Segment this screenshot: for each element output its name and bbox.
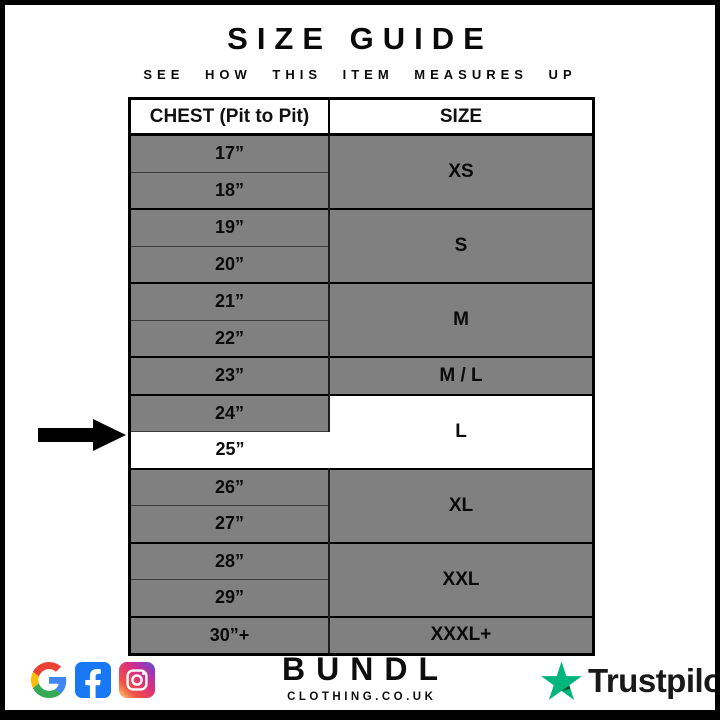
page-subtitle: SEE HOW THIS ITEM MEASURES UP	[143, 67, 577, 82]
facebook-icon	[75, 662, 111, 698]
size-cell: S	[329, 208, 594, 283]
size-cell: XXXL+	[329, 615, 594, 655]
chest-cell: 18”	[129, 171, 330, 209]
column-header-chest: CHEST (Pit to Pit)	[129, 98, 330, 136]
brand-tagline: CLOTHING.CO.UK	[287, 691, 437, 703]
table-row: 27”	[129, 505, 594, 543]
size-cell-highlighted: L	[329, 393, 594, 469]
chest-cell: 17”	[129, 133, 330, 172]
chest-cell: 30”+	[129, 615, 330, 655]
table-row: 30”+ XXXL+	[129, 615, 594, 655]
chest-cell: 28”	[129, 541, 330, 580]
chest-cell: 21”	[129, 282, 330, 320]
page-title: SIZE GUIDE	[227, 21, 493, 56]
table-row: 22”	[129, 319, 594, 357]
trustpilot-label: Trustpilot	[588, 661, 720, 699]
column-header-size: SIZE	[329, 98, 594, 136]
brand-name: BUNDL	[282, 651, 449, 687]
table-row: 28” XXL	[129, 541, 594, 617]
table-row: 20”	[129, 245, 594, 283]
table-row-highlighted: 25”	[129, 431, 594, 469]
google-icon	[31, 662, 67, 698]
size-cell: XXL	[329, 541, 594, 617]
table-row: 24” L	[129, 393, 594, 469]
table-row: 18”	[129, 171, 594, 209]
table-row: 29”	[129, 579, 594, 617]
social-icons	[31, 662, 155, 698]
chest-cell: 24”	[129, 393, 330, 432]
size-cell: M / L	[329, 356, 594, 395]
chest-cell: 22”	[129, 319, 330, 357]
chest-cell: 29”	[129, 579, 330, 617]
trustpilot-logo: Trustpilot	[541, 661, 720, 700]
size-cell: XS	[329, 133, 594, 209]
chest-cell: 27”	[129, 505, 330, 543]
chest-cell: 26”	[129, 467, 330, 506]
table-row: 26” XL	[129, 467, 594, 543]
table-row: 17” XS	[129, 133, 594, 209]
size-guide-table: CHEST (Pit to Pit) SIZE 17” XS 18” 19” S…	[128, 97, 595, 656]
brand-logo: BUNDL CLOTHING.CO.UK	[282, 651, 438, 703]
row-pointer-arrow-icon	[38, 419, 126, 451]
size-cell: M	[329, 282, 594, 357]
table-row: 21” M	[129, 282, 594, 357]
chest-cell: 19”	[129, 208, 330, 246]
table-row: 19” S	[129, 208, 594, 283]
chest-cell-highlighted: 25”	[129, 431, 329, 469]
table-row: 23” M / L	[129, 356, 594, 395]
instagram-icon	[119, 662, 155, 698]
chest-cell: 20”	[129, 245, 330, 283]
table-header-row: CHEST (Pit to Pit) SIZE	[129, 98, 594, 136]
chest-cell: 23”	[129, 356, 330, 395]
trustpilot-star-icon	[541, 661, 582, 700]
size-cell: XL	[329, 467, 594, 543]
